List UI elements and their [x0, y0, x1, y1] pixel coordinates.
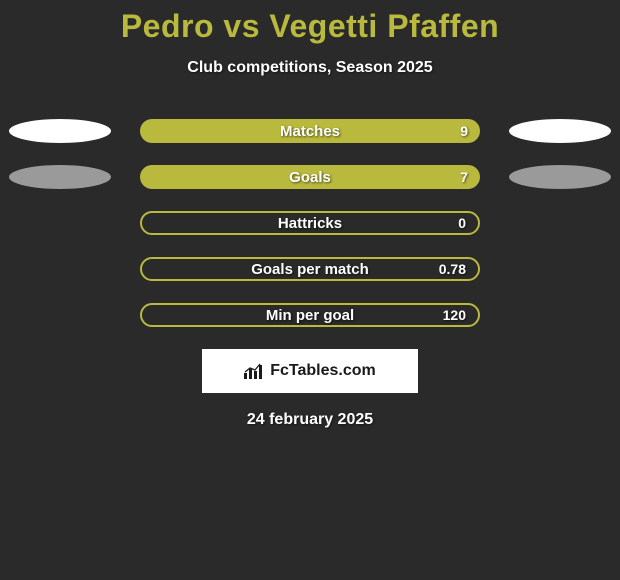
- stat-label: Goals per match: [251, 261, 369, 278]
- page-subtitle: Club competitions, Season 2025: [187, 59, 432, 77]
- stat-bar: Hattricks 0: [140, 211, 480, 235]
- stat-label: Min per goal: [266, 307, 354, 324]
- stat-bar: Min per goal 120: [140, 303, 480, 327]
- stat-value: 0.78: [439, 261, 466, 277]
- comparison-infographic: Pedro vs Vegetti Pfaffen Club competitio…: [0, 0, 620, 580]
- stats-rows: Matches 9 Goals 7 Hattricks 0 Goals per …: [0, 119, 620, 327]
- stat-value: 9: [460, 123, 468, 139]
- player-pill-left: [9, 119, 111, 143]
- stat-value: 0: [458, 215, 466, 231]
- stat-row: Min per goal 120: [0, 303, 620, 327]
- date-text: 24 february 2025: [247, 411, 373, 429]
- stat-value: 7: [460, 169, 468, 185]
- player-pill-right: [509, 119, 611, 143]
- stat-row: Hattricks 0: [0, 211, 620, 235]
- stat-label: Goals: [289, 169, 331, 186]
- player-pill-right: [509, 165, 611, 189]
- logo-box: FcTables.com: [202, 349, 418, 393]
- stat-row: Goals 7: [0, 165, 620, 189]
- stat-row: Goals per match 0.78: [0, 257, 620, 281]
- stat-value: 120: [443, 307, 466, 323]
- barchart-icon: [244, 363, 264, 379]
- stat-bar: Goals per match 0.78: [140, 257, 480, 281]
- logo-text: FcTables.com: [270, 362, 376, 380]
- page-title: Pedro vs Vegetti Pfaffen: [121, 8, 499, 45]
- stat-row: Matches 9: [0, 119, 620, 143]
- stat-bar: Matches 9: [140, 119, 480, 143]
- stat-bar: Goals 7: [140, 165, 480, 189]
- player-pill-left: [9, 165, 111, 189]
- stat-label: Hattricks: [278, 215, 342, 232]
- stat-label: Matches: [280, 123, 340, 140]
